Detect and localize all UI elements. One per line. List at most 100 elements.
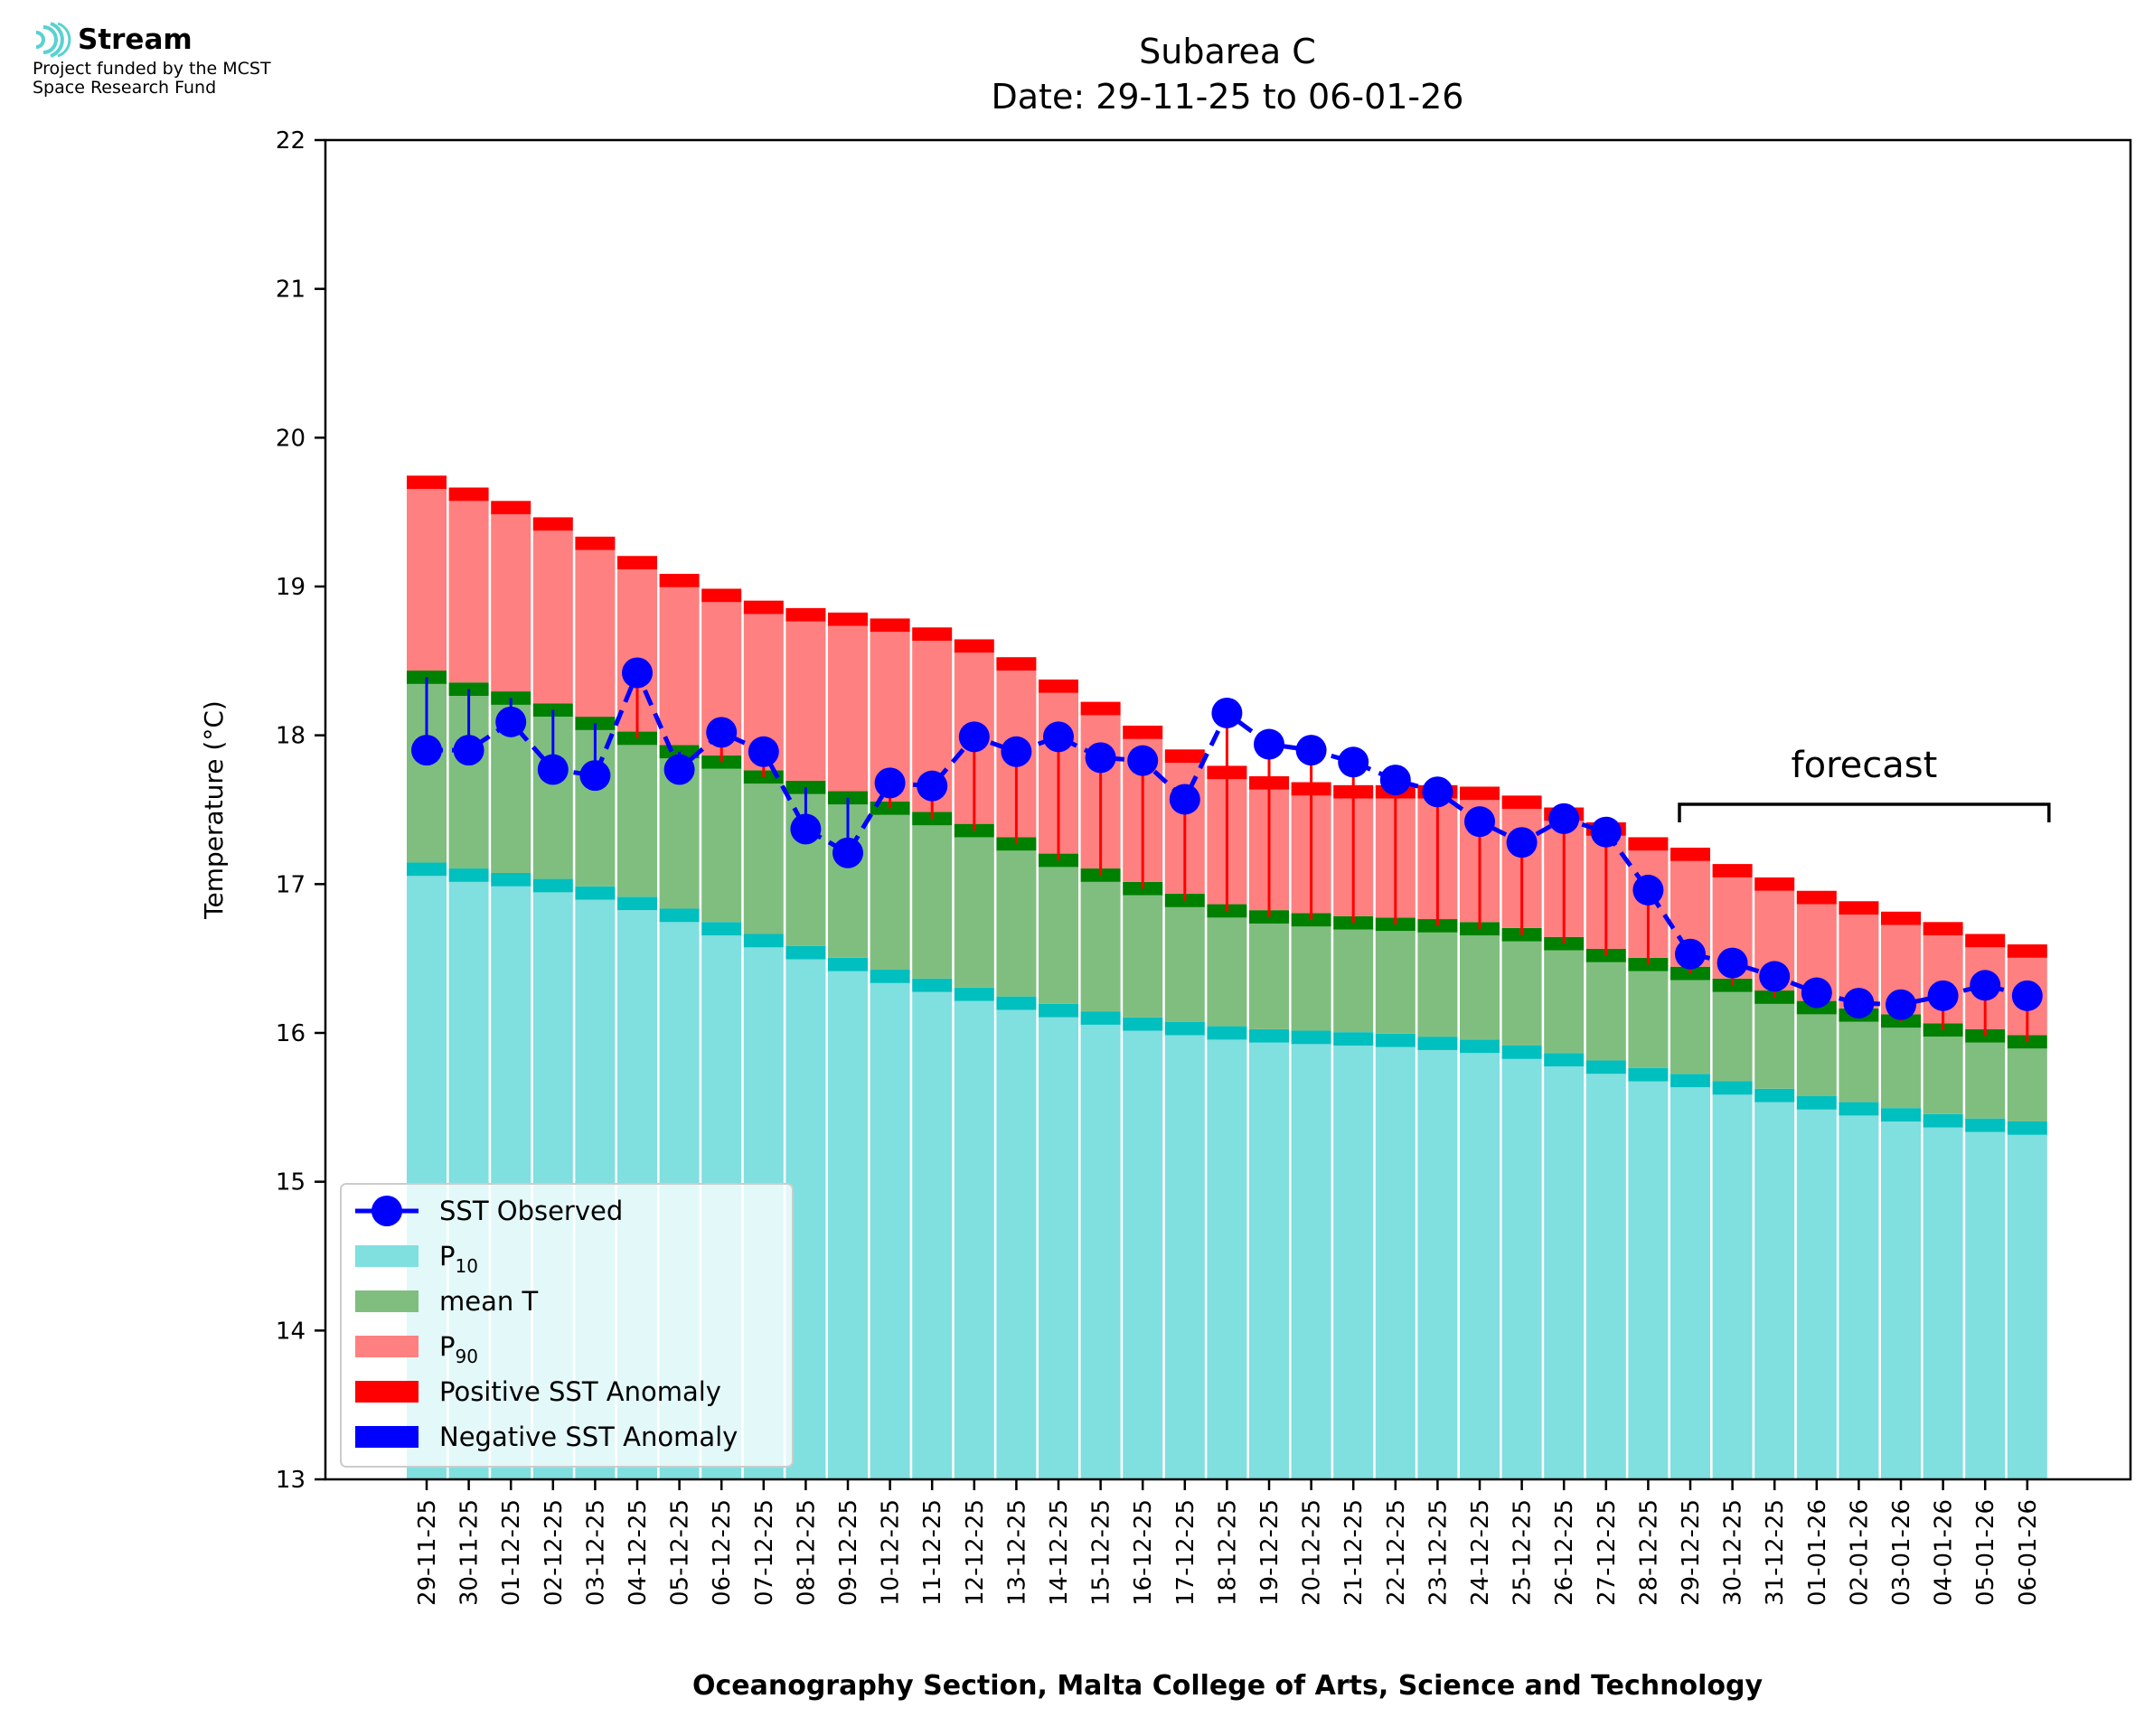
bar-mean bbox=[996, 850, 1037, 997]
bar-p90-edge bbox=[870, 618, 910, 633]
y-axis: 13 14 15 16 17 18 19 20 21 22 bbox=[276, 127, 325, 1494]
bar-p10-edge bbox=[1164, 1021, 1205, 1036]
bar-p10-edge bbox=[1375, 1033, 1416, 1047]
bar-p90-edge bbox=[532, 517, 573, 531]
bar-p90-edge bbox=[491, 501, 531, 515]
sst-observed-point bbox=[1254, 728, 1284, 760]
x-axis: 29-11-25 30-11-25 01-12-25 02-12-25 03-12-25… bbox=[414, 1479, 2042, 1606]
x-tick-label: 22-12-25 bbox=[1383, 1499, 1410, 1606]
bar-mean bbox=[1123, 895, 1163, 1018]
bar-p10-edge bbox=[407, 862, 447, 877]
bar-mean bbox=[1839, 1021, 1879, 1103]
bar-mean bbox=[1333, 929, 1374, 1033]
bar-p10-edge bbox=[701, 922, 742, 936]
bar-p90 bbox=[491, 514, 531, 692]
legend-label-text: P bbox=[439, 1241, 456, 1272]
bar-p10-edge bbox=[659, 908, 700, 923]
sst-observed-point bbox=[958, 721, 990, 753]
legend-label-subscript: 90 bbox=[456, 1346, 478, 1367]
x-tick-label: 06-12-25 bbox=[709, 1499, 736, 1606]
bar-p90-edge bbox=[1965, 934, 2006, 948]
sst-observed-point bbox=[537, 754, 569, 785]
bar-mean bbox=[870, 814, 910, 971]
bar-mean bbox=[2007, 1048, 2047, 1121]
bar-p10 bbox=[1249, 1042, 1289, 1479]
sst-observed-point bbox=[1590, 816, 1622, 848]
bar-mean bbox=[1923, 1037, 1963, 1114]
sst-observed-series bbox=[411, 657, 2043, 1020]
x-tick-label: 29-11-25 bbox=[414, 1499, 441, 1606]
bar-p90-edge bbox=[2007, 944, 2047, 958]
x-tick-label: 16-12-25 bbox=[1130, 1499, 1157, 1606]
sst-observed-point bbox=[1970, 970, 2001, 1001]
sst-observed-point bbox=[1801, 977, 1832, 1009]
sst-observed-point bbox=[1886, 989, 1916, 1020]
forecast-label: forecast bbox=[1792, 745, 1938, 786]
sst-observed-point bbox=[917, 770, 948, 802]
sst-observed-point bbox=[2011, 980, 2043, 1011]
bar-mean bbox=[1039, 867, 1078, 1004]
sst-observed-point bbox=[874, 767, 906, 799]
sst-observed-point bbox=[1085, 742, 1116, 774]
bar-mean bbox=[743, 784, 784, 934]
bar-p10 bbox=[1796, 1109, 1837, 1479]
bar-p10-edge bbox=[1628, 1067, 1669, 1082]
bar-mean bbox=[912, 825, 953, 979]
sst-observed-point bbox=[1379, 765, 1411, 796]
bar-p90 bbox=[785, 621, 826, 781]
bar-p90-edge bbox=[1839, 901, 1879, 915]
sst-observed-point bbox=[1927, 980, 1959, 1011]
funding-line-1: Project funded by the MCST bbox=[33, 59, 271, 79]
bar-p90-edge bbox=[407, 475, 447, 490]
legend-swatch bbox=[355, 1245, 419, 1267]
bar-p10 bbox=[1712, 1094, 1753, 1479]
sst-observed-point bbox=[1632, 874, 1664, 906]
x-tick-label: 29-12-25 bbox=[1678, 1499, 1705, 1606]
sst-observed-point bbox=[1759, 961, 1791, 992]
legend-label: SST Observed bbox=[439, 1196, 623, 1226]
bar-p10 bbox=[1164, 1035, 1205, 1479]
bar-p90-edge bbox=[1123, 725, 1163, 739]
bar-p10-edge bbox=[617, 896, 657, 911]
bar-p10 bbox=[1923, 1127, 1963, 1479]
bar-p10-edge bbox=[491, 872, 531, 887]
bar-p10-edge bbox=[1923, 1113, 1963, 1128]
sst-observed-point bbox=[663, 754, 695, 785]
bar-p10-edge bbox=[1965, 1118, 2006, 1132]
bar-p90-edge bbox=[1164, 749, 1205, 764]
sst-observed-point bbox=[1001, 736, 1032, 767]
bar-p10 bbox=[2007, 1134, 2047, 1479]
bar-p10-edge bbox=[1080, 1011, 1121, 1025]
bar-mean bbox=[1164, 906, 1205, 1022]
sst-observed-point bbox=[1422, 776, 1453, 808]
x-tick-label: 04-12-25 bbox=[625, 1499, 652, 1606]
y-tick-label: 19 bbox=[276, 574, 306, 601]
bar-mean-edge bbox=[1628, 957, 1669, 971]
bar-p10-edge bbox=[2007, 1121, 2047, 1135]
bar-mean bbox=[1375, 931, 1416, 1034]
sst-observed-point bbox=[495, 706, 527, 737]
bar-p10-edge bbox=[1460, 1039, 1500, 1054]
x-tick-label: 01-12-25 bbox=[498, 1499, 525, 1606]
x-tick-label: 25-12-25 bbox=[1510, 1499, 1537, 1606]
x-tick-label: 02-12-25 bbox=[541, 1499, 568, 1606]
sst-observed-point bbox=[1843, 988, 1875, 1019]
x-tick-label: 17-12-25 bbox=[1172, 1499, 1199, 1606]
y-tick-label: 16 bbox=[276, 1020, 306, 1047]
legend-swatch-sst-marker bbox=[372, 1196, 402, 1226]
bar-mean bbox=[1544, 950, 1585, 1054]
x-tick-label: 19-12-25 bbox=[1256, 1499, 1284, 1606]
sst-observed-point bbox=[1127, 745, 1159, 776]
funding-note: Project funded by the MCST Space Researc… bbox=[33, 60, 271, 98]
bar-p10-edge bbox=[575, 886, 616, 900]
bar-p90-edge bbox=[617, 556, 657, 570]
legend-swatch bbox=[355, 1381, 419, 1403]
bar-p10-edge bbox=[1796, 1095, 1837, 1110]
bar-p10-edge bbox=[954, 987, 994, 1001]
x-tick-label: 09-12-25 bbox=[835, 1499, 862, 1606]
bar-p10-edge bbox=[1881, 1108, 1921, 1121]
bar-p90 bbox=[532, 530, 573, 704]
bar-p90-edge bbox=[1501, 795, 1542, 810]
bar-p10-edge bbox=[1291, 1030, 1331, 1045]
